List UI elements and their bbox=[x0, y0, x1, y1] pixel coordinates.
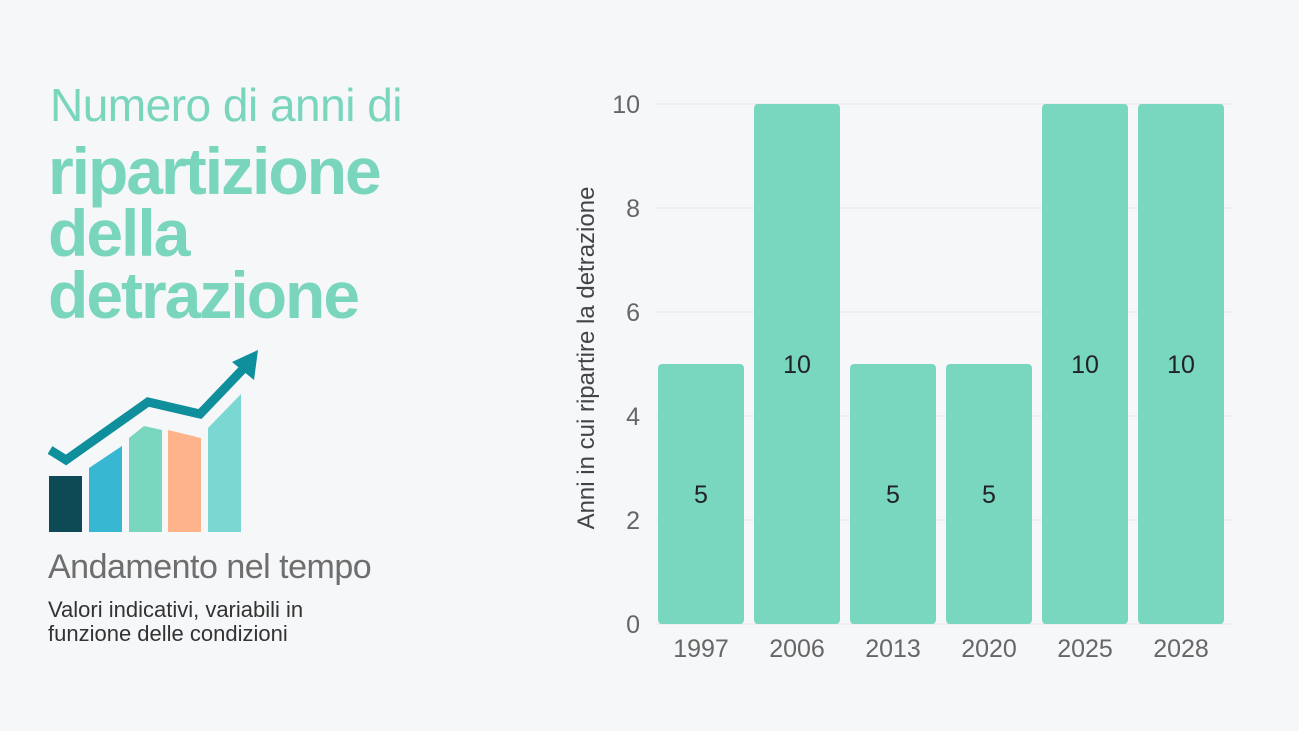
x-tick-label: 2006 bbox=[769, 635, 825, 663]
heading-main-line: detrazione bbox=[48, 258, 360, 332]
heading-main-line: della bbox=[48, 196, 190, 270]
illus-arrow-head bbox=[232, 350, 258, 380]
y-tick-label: 10 bbox=[612, 91, 640, 119]
y-tick-label: 4 bbox=[626, 403, 640, 431]
data-label: 10 bbox=[783, 351, 811, 379]
y-tick-label: 6 bbox=[626, 299, 640, 327]
y-tick-label: 0 bbox=[626, 611, 640, 639]
heading-main-line: ripartizione bbox=[48, 134, 382, 208]
y-axis-title: Anni in cui ripartire la detrazione bbox=[573, 187, 600, 530]
labels-layer: 0 2 4 6 8 10 5 1997 10 2006 5 2013 5 2020 10 2025 10 2028 bbox=[612, 91, 1209, 663]
data-label: 10 bbox=[1167, 351, 1195, 379]
data-label: 5 bbox=[982, 481, 996, 509]
illus-bar bbox=[89, 446, 122, 532]
note: Valori indicativi, variabili in funzione… bbox=[48, 598, 488, 646]
bar-chart-svg: 0 2 4 6 8 10 5 1997 10 2006 5 2013 5 2020 10 2025 10 2028… bbox=[573, 91, 1232, 663]
bar bbox=[1042, 104, 1128, 624]
subtitle: Andamento nel tempo bbox=[48, 548, 372, 586]
bar bbox=[754, 104, 840, 624]
bar bbox=[1138, 104, 1224, 624]
bar bbox=[658, 364, 744, 624]
illus-bar bbox=[168, 430, 201, 532]
x-tick-label: 1997 bbox=[673, 635, 729, 663]
y-tick-label: 8 bbox=[626, 195, 640, 223]
left-panel: Numero di anni di ripartizione della det… bbox=[47, 0, 518, 731]
heading-line1: Numero di anni di bbox=[50, 79, 403, 131]
growth-chart-icon bbox=[47, 346, 268, 536]
heading-main: ripartizione della detrazione bbox=[48, 134, 382, 332]
bar-chart: 0 2 4 6 8 10 5 1997 10 2006 5 2013 5 2020 10 2025 10 2028… bbox=[560, 60, 1260, 680]
note-line: funzione delle condizioni bbox=[48, 621, 288, 646]
data-label: 5 bbox=[694, 481, 708, 509]
bar bbox=[946, 364, 1032, 624]
illus-bar bbox=[129, 426, 162, 532]
note-line: Valori indicativi, variabili in bbox=[48, 597, 304, 622]
bar bbox=[850, 364, 936, 624]
illus-bar bbox=[208, 394, 241, 532]
data-label: 5 bbox=[886, 481, 900, 509]
x-tick-label: 2013 bbox=[865, 635, 921, 663]
data-label: 10 bbox=[1071, 351, 1099, 379]
grid-layer bbox=[656, 103, 1232, 625]
illus-bar bbox=[49, 476, 82, 532]
x-tick-label: 2020 bbox=[961, 635, 1017, 663]
y-tick-label: 2 bbox=[626, 507, 640, 535]
x-tick-label: 2025 bbox=[1057, 635, 1113, 663]
x-tick-label: 2028 bbox=[1153, 635, 1209, 663]
bars-layer bbox=[658, 104, 1224, 624]
illus-trend-line bbox=[47, 364, 248, 466]
